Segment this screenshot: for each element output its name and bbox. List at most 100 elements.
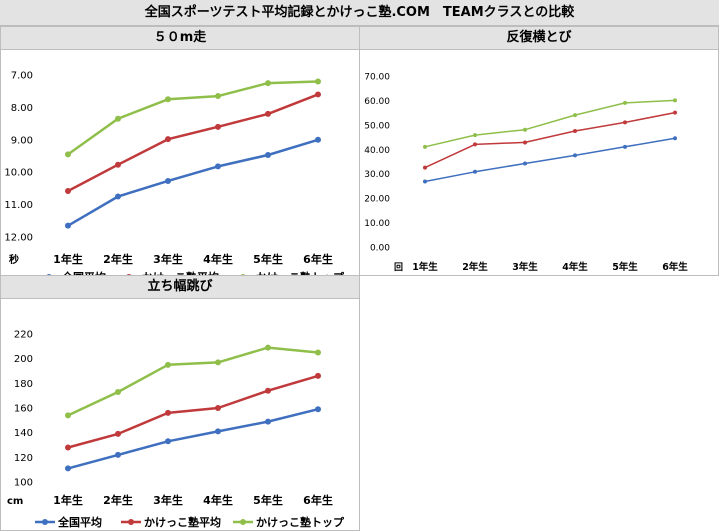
- data-point: [165, 409, 171, 416]
- data-point: [215, 93, 221, 100]
- data-point: [473, 133, 477, 138]
- data-point: [215, 359, 221, 366]
- y-tick-label: 30.00: [364, 170, 390, 180]
- legend-swatch-dot: [240, 274, 246, 275]
- data-point: [423, 165, 427, 170]
- data-point: [315, 372, 321, 379]
- y-tick-label: 220: [14, 330, 33, 341]
- legend-swatch-dot: [42, 519, 48, 525]
- data-point: [265, 418, 271, 425]
- data-point: [573, 128, 577, 133]
- chart-side-jump: 0.00 10.00 20.00 30.00 40.00 50.00 60.00 70.00 回…: [364, 73, 688, 274]
- data-point: [65, 222, 71, 229]
- series-line: [424, 137, 676, 183]
- data-point: [265, 110, 271, 117]
- chart-50m-dash: 7.00 8.00 9.00 10.00 11.00 12.00 秒 1年生 2年生 3年生 4年生…: [4, 71, 345, 275]
- data-point: [673, 136, 677, 141]
- y-tick-label: 200: [14, 354, 33, 365]
- series-line: [67, 93, 319, 193]
- y-tick-label: 10.00: [364, 219, 390, 229]
- data-point: [115, 451, 121, 458]
- y-tick-label: 60.00: [364, 97, 390, 107]
- y-tick-label: 8.00: [11, 103, 33, 114]
- chart-broad-jump: 100 120 140 160 180 200 220 cm 1年生 2年生 3年生 4年生 5年生 6年…: [7, 330, 345, 530]
- y-tick-label: 0.00: [370, 244, 390, 254]
- data-point: [115, 193, 121, 200]
- x-tick-label: 3年生: [153, 493, 183, 507]
- y-tick-label: 50.00: [364, 121, 390, 131]
- legend-swatch-dot: [46, 274, 52, 275]
- x-tick-label: 1年生: [53, 252, 83, 266]
- data-point: [265, 80, 271, 87]
- data-point: [473, 169, 477, 174]
- legend-item: 全国平均: [46, 270, 106, 275]
- data-point: [473, 142, 477, 147]
- legend-label: かけっこ塾トップ: [256, 515, 345, 529]
- data-point: [215, 428, 221, 435]
- y-tick-label: 120: [14, 453, 33, 464]
- unit-label: cm: [7, 496, 23, 507]
- legend-item: かけっこ塾トップ: [240, 270, 345, 275]
- chart-title-50m-dash: ５０m走: [1, 27, 359, 50]
- y-tick-label: 100: [14, 478, 33, 489]
- legend-label: かけっこ塾平均: [142, 270, 219, 275]
- y-tick-label: 40.00: [364, 146, 390, 156]
- legend-swatch-dot: [126, 274, 132, 275]
- data-point: [215, 163, 221, 170]
- chart-title-broad-jump: 立ち幅跳び: [1, 276, 359, 299]
- legend-item: かけっこ塾平均: [126, 270, 219, 275]
- data-point: [115, 161, 121, 168]
- legend-label: 全国平均: [57, 515, 102, 529]
- data-point: [165, 177, 171, 184]
- chart-panel-side-jump: 反復横とび 0.00 10.00 20.00 30.00 40.00 50.00 60.00…: [359, 26, 719, 276]
- x-tick-label: 6年生: [303, 493, 333, 507]
- x-tick-label: 5年生: [612, 261, 638, 273]
- data-point: [65, 187, 71, 194]
- data-point: [423, 179, 427, 184]
- series-line: [67, 407, 319, 470]
- data-point: [315, 136, 321, 143]
- chart-panel-50m-dash: ５０m走 7.00 8.00 9.00 10.00 11.00 12.00 秒 1年生 2年生 3…: [0, 26, 360, 276]
- x-tick-label: 4年生: [562, 261, 588, 273]
- legend-item: かけっこ塾トップ: [233, 515, 345, 529]
- data-point: [315, 78, 321, 85]
- y-tick-label: 140: [14, 428, 33, 439]
- data-point: [215, 405, 221, 411]
- data-point: [65, 444, 71, 451]
- data-point: [573, 153, 577, 158]
- unit-label: 回: [394, 262, 403, 273]
- data-point: [523, 127, 527, 132]
- data-point: [623, 120, 627, 125]
- data-point: [165, 361, 171, 368]
- x-tick-label: 4年生: [203, 493, 233, 507]
- legend-label: かけっこ塾トップ: [256, 270, 345, 275]
- series-line: [424, 99, 676, 148]
- data-point: [165, 136, 171, 143]
- chart-panel-broad-jump: 立ち幅跳び 100 120 140 160 180 200 220 cm 1年生 2年生 3年生 4年…: [0, 275, 360, 531]
- data-point: [65, 412, 71, 419]
- data-point: [65, 151, 71, 158]
- x-tick-label: 2年生: [103, 252, 133, 266]
- x-tick-label: 6年生: [662, 261, 688, 273]
- data-point: [265, 344, 271, 351]
- y-tick-label: 11.00: [4, 200, 33, 211]
- page-title: 全国スポーツテスト平均記録とかけっこ塾.COM TEAMクラスとの比較: [0, 0, 719, 26]
- data-point: [115, 115, 121, 122]
- y-tick-label: 70.00: [364, 73, 390, 83]
- y-tick-label: 10.00: [4, 168, 33, 179]
- empty-panel: [359, 275, 719, 531]
- data-point: [215, 123, 221, 130]
- legend-swatch-dot: [240, 519, 246, 525]
- series-line: [424, 111, 676, 169]
- series-line: [67, 80, 319, 156]
- series-line: [67, 138, 319, 227]
- x-tick-label: 2年生: [103, 493, 133, 507]
- data-point: [673, 110, 677, 115]
- data-point: [523, 161, 527, 166]
- data-point: [523, 140, 527, 145]
- x-tick-label: 5年生: [253, 493, 283, 507]
- data-point: [623, 100, 627, 105]
- data-point: [623, 144, 627, 149]
- series-line: [67, 346, 319, 417]
- y-tick-label: 160: [14, 404, 33, 415]
